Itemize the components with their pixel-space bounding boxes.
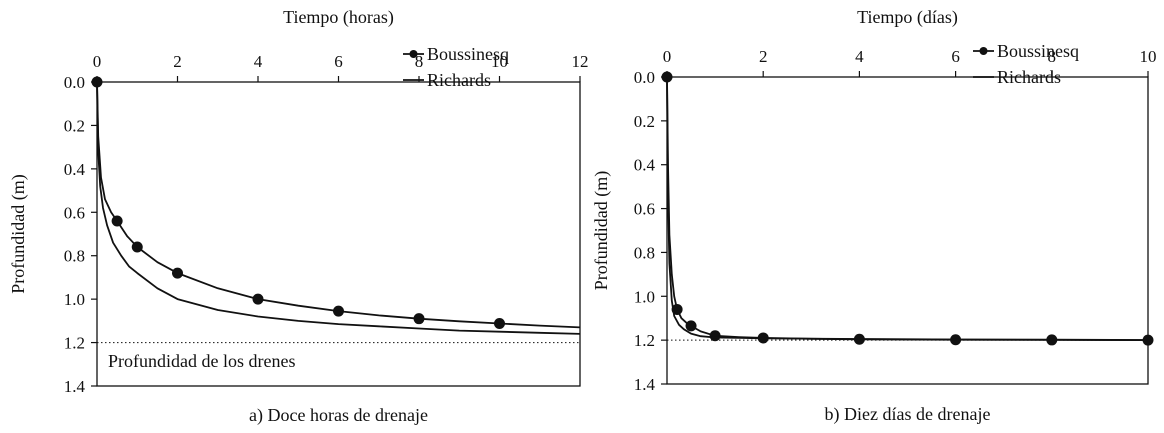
- data-point-boussinesq: [709, 330, 721, 342]
- y-tick-label: 0.4: [634, 156, 656, 175]
- x-tick-label: 12: [572, 52, 589, 71]
- data-point-boussinesq: [1142, 334, 1154, 346]
- x-tick-label: 2: [759, 47, 768, 66]
- y-tick-label: 0.2: [634, 112, 655, 131]
- y-tick-label: 1.2: [64, 334, 85, 353]
- legend-label-boussinesq: Boussinesq: [997, 41, 1079, 61]
- series-line-richards: [96, 81, 581, 335]
- y-tick-label: 0.0: [64, 73, 85, 92]
- legend-label-richards: Richards: [997, 67, 1061, 87]
- data-point-boussinesq: [252, 293, 264, 305]
- x-tick-label: 0: [93, 52, 102, 71]
- x-axis-title: Tiempo (horas): [283, 7, 394, 28]
- x-tick-label: 6: [951, 47, 960, 66]
- x-tick-label: 4: [855, 47, 864, 66]
- y-tick-label: 1.0: [634, 287, 655, 306]
- y-tick-label: 0.2: [64, 116, 85, 135]
- y-tick-label: 0.4: [64, 160, 86, 179]
- data-point-boussinesq: [172, 267, 183, 279]
- data-point-boussinesq: [333, 305, 344, 317]
- x-tick-label: 10: [491, 52, 508, 71]
- x-axis-title: Tiempo (días): [857, 7, 958, 28]
- x-tick-label: 0: [663, 47, 672, 66]
- x-tick-label: 10: [1140, 47, 1157, 66]
- data-point-boussinesq: [131, 241, 143, 253]
- y-tick-label: 0.6: [634, 200, 655, 219]
- chart-caption: a) Doce horas de drenaje: [249, 405, 428, 426]
- series-line-richards: [666, 76, 1149, 341]
- reference-line-label: Profundidad de los drenes: [108, 351, 295, 371]
- data-point-boussinesq: [685, 320, 697, 332]
- y-axis-title: Profundidad (m): [591, 171, 612, 290]
- legend-marker-boussinesq: [979, 47, 988, 55]
- x-tick-label: 4: [254, 52, 263, 71]
- y-tick-label: 1.4: [634, 375, 656, 394]
- plot-frame: [96, 81, 581, 387]
- legend-label-boussinesq: Boussinesq: [427, 44, 509, 64]
- x-tick-label: 8: [1048, 47, 1057, 66]
- data-point-boussinesq: [494, 317, 505, 329]
- y-tick-label: 1.0: [64, 290, 85, 309]
- data-point-boussinesq: [413, 313, 425, 325]
- y-tick-label: 1.2: [634, 331, 655, 350]
- y-tick-label: 0.8: [634, 243, 655, 262]
- legend-marker-boussinesq: [409, 50, 418, 58]
- y-tick-label: 1.4: [64, 377, 86, 396]
- y-tick-label: 0.0: [634, 68, 655, 87]
- series-line-boussinesq: [666, 76, 1149, 342]
- x-tick-label: 2: [173, 52, 182, 71]
- chart-panel-a: 0 2 4 6 8 10 12 0.0 0.2 0.4 0.6 0.8 1.0 1.2 1.4 Tiempo …: [8, 7, 589, 426]
- chart-caption: b) Diez días de drenaje: [825, 404, 991, 425]
- plot-frame: [666, 76, 1149, 385]
- series-line-boussinesq: [96, 81, 581, 329]
- x-tick-label: 8: [415, 52, 424, 71]
- data-point-boussinesq: [111, 215, 123, 227]
- chart-panel-b: 0 2 4 6 8 10 0.0 0.2 0.4 0.6 0.8 1.0 1.2 1.4 Tiempo (d…: [591, 7, 1157, 425]
- legend-label-richards: Richards: [427, 70, 491, 90]
- y-tick-label: 0.6: [64, 203, 85, 222]
- y-tick-label: 0.8: [64, 247, 85, 266]
- x-tick-label: 6: [334, 52, 343, 71]
- y-axis-title: Profundidad (m): [8, 174, 29, 293]
